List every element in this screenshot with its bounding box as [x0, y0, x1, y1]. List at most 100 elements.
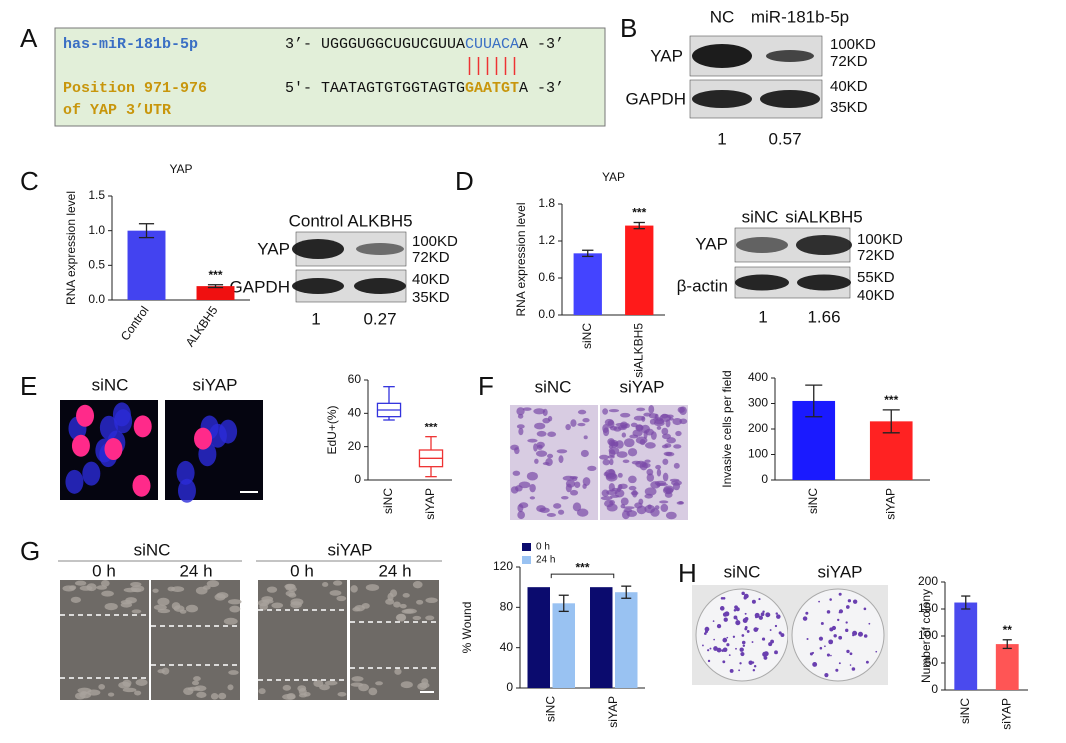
colony	[739, 647, 744, 652]
cell	[518, 502, 529, 509]
cell	[557, 509, 565, 515]
y-tick-label: 0.0	[538, 307, 555, 321]
colony	[863, 607, 867, 611]
cell	[350, 585, 358, 593]
y-axis-label: EdU+(%)	[325, 405, 339, 454]
pairing-lines	[468, 57, 516, 75]
cell	[534, 458, 539, 464]
colony	[812, 661, 818, 667]
cell	[288, 586, 297, 592]
y-axis-label: % Wound	[460, 602, 474, 654]
protein-label: YAP	[257, 239, 290, 258]
cell	[358, 683, 370, 692]
colony	[774, 650, 778, 655]
cell	[290, 601, 302, 609]
cell	[665, 419, 671, 428]
lane-label: miR-181b-5p	[751, 7, 849, 26]
nucleus	[208, 423, 227, 448]
cell	[351, 676, 364, 682]
marker-label: 72KD	[830, 53, 868, 70]
cell	[77, 687, 92, 694]
cell	[628, 475, 637, 484]
error-bar	[961, 595, 971, 610]
y-tick-label: 1.0	[88, 223, 105, 237]
cell	[641, 415, 646, 422]
y-tick-label: 100	[918, 628, 938, 642]
colony	[837, 618, 840, 622]
band	[356, 243, 404, 255]
cell	[662, 458, 669, 465]
cell	[516, 424, 525, 429]
y-tick-label: 80	[500, 600, 514, 614]
cell	[100, 579, 110, 587]
lane-label: Control	[289, 211, 344, 230]
cell	[629, 434, 639, 439]
image-label: siYAP	[817, 562, 862, 581]
chart-title: YAP	[602, 170, 625, 184]
images	[60, 35, 888, 700]
bar	[615, 592, 638, 688]
edu-nucleus	[194, 427, 213, 450]
lane-label: ALKBH5	[347, 211, 412, 230]
y-tick-label: 0	[931, 682, 938, 696]
band	[736, 237, 788, 253]
edu-nucleus	[76, 404, 95, 427]
target-name: of YAP 3’UTR	[63, 102, 171, 119]
y-tick-label: 300	[748, 396, 768, 410]
colony	[762, 610, 765, 613]
cell	[608, 449, 616, 458]
cell	[368, 687, 378, 696]
colony	[735, 647, 737, 650]
cell	[223, 617, 238, 625]
cell	[527, 438, 538, 443]
panel-label: B	[620, 13, 637, 43]
cell	[574, 481, 581, 488]
colony	[707, 659, 711, 663]
colony	[751, 641, 754, 643]
cell	[587, 465, 597, 472]
cell	[266, 586, 278, 593]
colony	[838, 592, 842, 596]
cell	[517, 510, 525, 520]
colony	[805, 611, 809, 615]
cell	[556, 449, 568, 454]
time-label: 0 h	[290, 561, 314, 580]
cell	[122, 679, 132, 687]
target-name: Position 971-976	[63, 80, 207, 97]
cell	[533, 408, 546, 415]
cell	[673, 462, 680, 469]
cell	[400, 681, 413, 689]
cell	[547, 431, 557, 437]
colony	[833, 634, 837, 638]
cell	[518, 481, 531, 489]
cell	[644, 493, 653, 499]
colony	[826, 653, 831, 657]
legend-swatch	[522, 543, 531, 551]
x-tick-label: siYAP	[883, 488, 897, 520]
marker-label: 35KD	[412, 289, 450, 306]
colony	[736, 618, 738, 621]
colony	[709, 647, 712, 650]
colony	[852, 630, 858, 636]
significance: ***	[208, 268, 222, 282]
cell	[206, 580, 220, 588]
cell	[412, 615, 422, 621]
y-tick-label: 400	[748, 370, 768, 384]
colony	[826, 610, 831, 614]
y-tick-label: 1.8	[538, 196, 555, 210]
cell	[630, 422, 638, 428]
colony	[768, 642, 773, 647]
cell	[526, 471, 538, 481]
image-label: siNC	[724, 562, 761, 581]
cell	[620, 412, 631, 418]
lane-label: siALKBH5	[785, 207, 862, 226]
cell	[620, 421, 628, 429]
cell	[322, 582, 329, 587]
y-tick-label: 40	[348, 406, 362, 420]
significance: ***	[632, 206, 646, 220]
colony	[846, 649, 850, 654]
colony	[865, 660, 869, 664]
cell	[258, 688, 266, 695]
colony	[738, 669, 741, 672]
y-tick-label: 20	[348, 439, 362, 453]
